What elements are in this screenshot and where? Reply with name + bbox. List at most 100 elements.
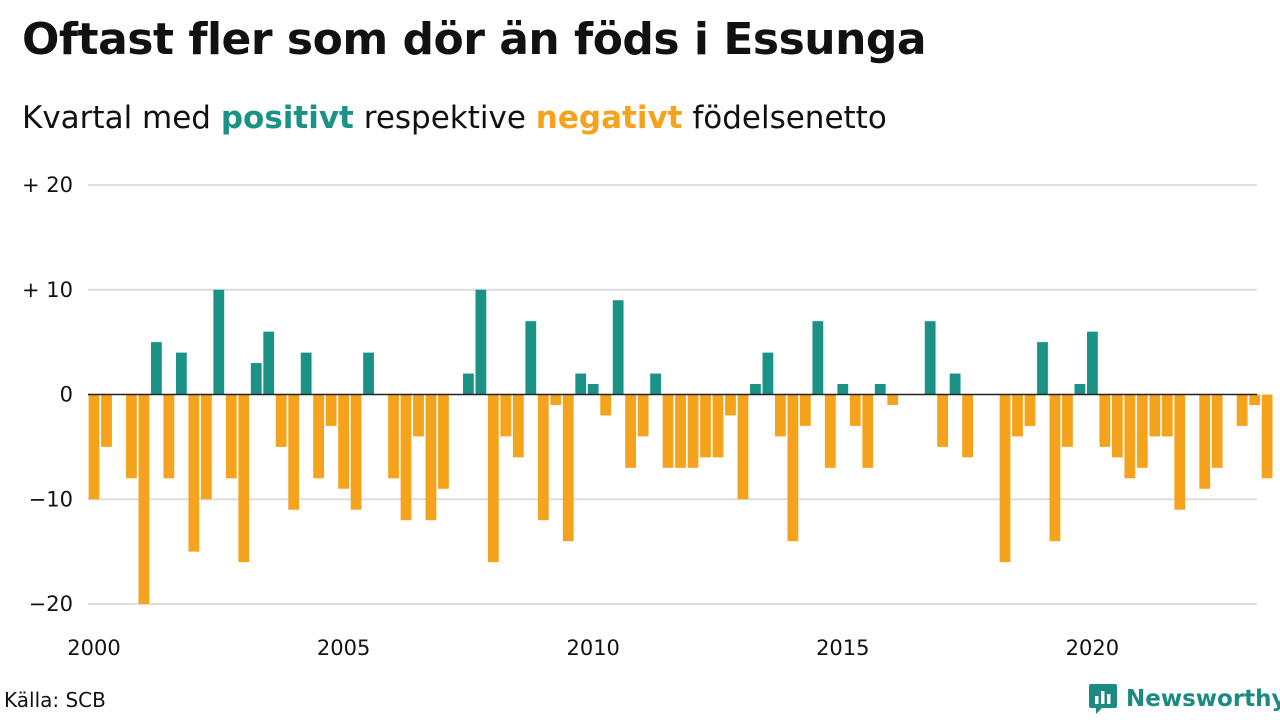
- bar-negative: [101, 394, 112, 447]
- bar-negative: [712, 394, 724, 458]
- bar-negative: [238, 394, 250, 563]
- bar-positive: [363, 352, 374, 395]
- x-axis-tick-labels: 2000 2005 2010 2015 2020: [67, 636, 1119, 660]
- bar-negative: [1049, 394, 1061, 542]
- bar-negative: [962, 394, 973, 458]
- bar-positive: [812, 321, 824, 395]
- bar-positive: [151, 342, 162, 395]
- y-axis-tick-labels: + 20 + 10 0 −10 −20: [22, 173, 73, 616]
- gridlines: [88, 184, 1257, 605]
- bar-negative: [500, 394, 512, 437]
- chart-subtitle: Kvartal med positivt respektive negativt…: [22, 100, 887, 136]
- bar-positive: [475, 289, 487, 395]
- bar-negative: [400, 394, 412, 521]
- bar-negative: [1124, 394, 1136, 479]
- chart-title: Oftast fler som dör än föds i Essunga: [22, 14, 927, 65]
- bar-negative: [1249, 394, 1261, 405]
- bar-negative: [487, 394, 499, 563]
- bar-negative: [325, 394, 337, 426]
- bar-positive: [263, 331, 275, 395]
- bar-negative: [537, 394, 549, 521]
- x-tick-label: 2005: [317, 636, 370, 660]
- bar-negative: [188, 394, 200, 552]
- subtitle-positive-label: positivt: [220, 100, 354, 136]
- bar-negative: [787, 394, 799, 542]
- brand-logo[interactable]: Newsworthy: [1088, 682, 1280, 716]
- bar-negative: [350, 394, 362, 510]
- y-tick-label: −10: [29, 487, 73, 511]
- brand-name: Newsworthy: [1126, 686, 1280, 712]
- bar-negative: [163, 394, 175, 479]
- bar-positive: [924, 321, 936, 395]
- bar-positive: [575, 373, 587, 395]
- bar-negative: [937, 394, 949, 447]
- bar-negative: [1111, 394, 1123, 458]
- bar-negative: [675, 394, 686, 468]
- bar-positive: [300, 352, 312, 395]
- bar-negative: [1211, 394, 1223, 468]
- subtitle-negative-label: negativt: [535, 100, 683, 136]
- bar-positive: [587, 384, 599, 395]
- x-tick-label: 2020: [1066, 636, 1119, 660]
- y-tick-label: −20: [29, 592, 73, 616]
- bar-negative: [388, 394, 399, 479]
- bar-negative: [775, 394, 786, 437]
- bar-positive: [463, 373, 474, 395]
- bar-positive: [612, 300, 624, 395]
- bar-negative: [138, 394, 150, 604]
- bar-negative: [338, 394, 349, 489]
- bar-positive: [1074, 384, 1086, 395]
- bar-positive: [837, 384, 849, 395]
- bar-negative: [425, 394, 437, 521]
- bar-negative: [824, 394, 836, 468]
- bar-negative: [1136, 394, 1148, 468]
- bar-negative: [1024, 394, 1036, 426]
- bar-negative: [637, 394, 649, 437]
- bar-positive: [175, 352, 187, 395]
- y-tick-label: 0: [60, 383, 73, 407]
- bar-negative: [1161, 394, 1173, 437]
- x-tick-label: 2010: [566, 636, 619, 660]
- y-tick-label: + 20: [22, 173, 73, 197]
- bar-negative: [799, 394, 811, 426]
- bar-negative: [1099, 394, 1111, 447]
- bar-negative: [1062, 394, 1073, 447]
- subtitle-middle: respektive: [363, 100, 526, 136]
- bar-negative: [313, 394, 325, 479]
- bar-positive: [874, 384, 886, 395]
- source-note: Källa: SCB: [4, 688, 106, 712]
- bar-negative: [1199, 394, 1211, 489]
- bar-positive: [213, 289, 225, 395]
- y-tick-label: + 10: [22, 278, 73, 302]
- bar-negative: [562, 394, 574, 542]
- bar-negative: [413, 394, 424, 437]
- bar-positive: [650, 373, 661, 395]
- subtitle-suffix: födelsenetto: [692, 100, 887, 136]
- bar-negative: [849, 394, 861, 426]
- bar-positive: [250, 363, 262, 395]
- bar-negative: [88, 394, 100, 500]
- bar-negative: [288, 394, 300, 510]
- x-tick-label: 2000: [67, 636, 120, 660]
- bar-positive: [1037, 342, 1048, 395]
- bar-negative: [550, 394, 562, 405]
- bar-positive: [750, 384, 761, 395]
- bar-negative: [1012, 394, 1023, 437]
- bar-negative: [438, 394, 449, 489]
- bar-negative: [1261, 394, 1273, 479]
- newsworthy-logo-icon: [1089, 684, 1117, 714]
- bar-negative: [687, 394, 699, 468]
- bar-negative: [1174, 394, 1186, 510]
- bar-negative: [700, 394, 711, 458]
- x-tick-label: 2015: [816, 636, 869, 660]
- bar-chart: + 20 + 10 0 −10 −20 2000 2005 2010 2015 2020: [22, 173, 1273, 660]
- bar-positive: [525, 321, 537, 395]
- bar-negative: [225, 394, 237, 479]
- bar-positive: [949, 373, 961, 395]
- bar-negative: [737, 394, 749, 500]
- bar-negative: [999, 394, 1011, 563]
- bar-negative: [625, 394, 637, 468]
- bar-negative: [862, 394, 874, 468]
- bar-negative: [512, 394, 524, 458]
- bar-positive: [762, 352, 774, 395]
